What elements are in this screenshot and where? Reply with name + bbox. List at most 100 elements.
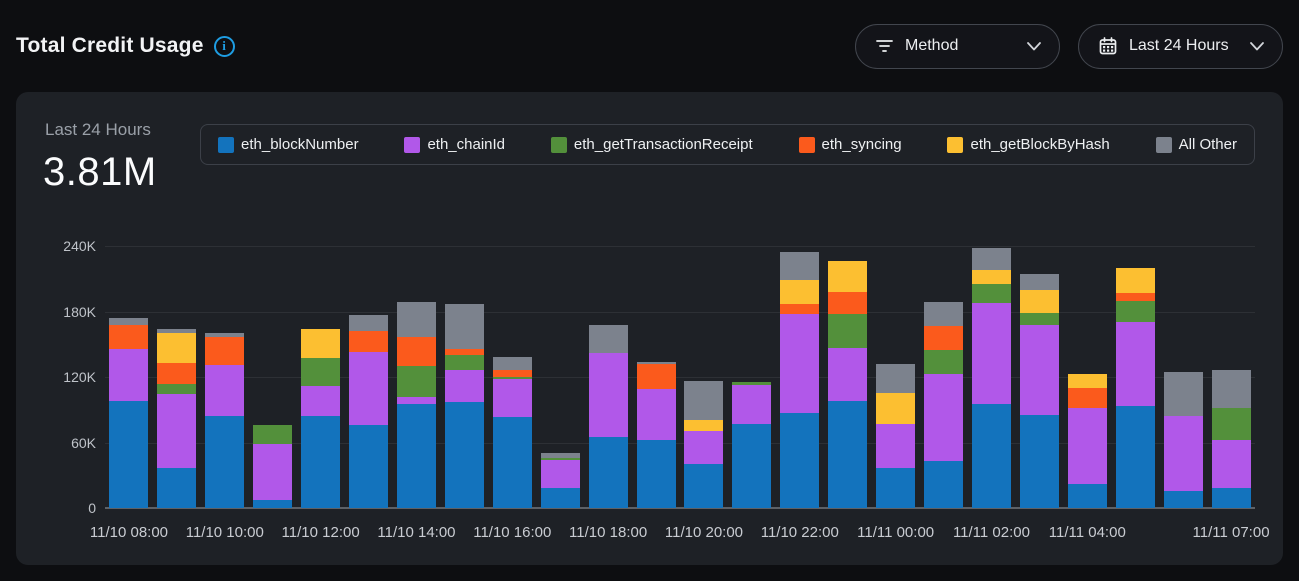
bar-11/10 14:00[interactable] xyxy=(396,301,436,508)
bar-segment-eth_getTransactionReceipt[interactable] xyxy=(253,425,293,444)
bar-segment-eth_getTransactionReceipt[interactable] xyxy=(540,457,580,460)
bar-segment-eth_syncing[interactable] xyxy=(924,325,964,350)
bar-segment-eth_syncing[interactable] xyxy=(1115,292,1155,301)
bar-segment-eth_blockNumber[interactable] xyxy=(780,413,820,508)
bar-11/11 00:00[interactable] xyxy=(876,363,916,508)
bar-segment-eth_getTransactionReceipt[interactable] xyxy=(301,358,341,386)
bar-segment-eth_blockNumber[interactable] xyxy=(828,401,868,508)
legend-item-All Other[interactable]: All Other xyxy=(1155,136,1237,153)
bar-segment-eth_blockNumber[interactable] xyxy=(540,488,580,508)
bar-segment-eth_getTransactionReceipt[interactable] xyxy=(1211,407,1251,441)
bar-segment-All Other[interactable] xyxy=(157,329,197,334)
bar-segment-All Other[interactable] xyxy=(876,363,916,394)
bar-segment-eth_getBlockByHash[interactable] xyxy=(780,279,820,304)
bar-segment-eth_getBlockByHash[interactable] xyxy=(828,261,868,292)
bar-segment-All Other[interactable] xyxy=(636,361,676,364)
bar-segment-eth_getTransactionReceipt[interactable] xyxy=(732,382,772,385)
bar-segment-eth_getBlockByHash[interactable] xyxy=(684,419,724,431)
bar-11/10 17:00[interactable] xyxy=(540,453,580,508)
bar-11/10 10:00[interactable] xyxy=(205,333,245,508)
bar-segment-All Other[interactable] xyxy=(1211,370,1251,408)
bar-segment-eth_syncing[interactable] xyxy=(109,324,149,349)
bar-segment-eth_syncing[interactable] xyxy=(396,336,436,367)
bar-11/10 09:00[interactable] xyxy=(157,329,197,508)
bar-segment-eth_chainId[interactable] xyxy=(492,379,532,418)
time-range-dropdown[interactable]: Last 24 Hours xyxy=(1078,23,1283,69)
bar-segment-eth_blockNumber[interactable] xyxy=(444,402,484,508)
bar-segment-eth_syncing[interactable] xyxy=(349,331,389,352)
bar-segment-eth_blockNumber[interactable] xyxy=(1211,488,1251,508)
bar-segment-eth_blockNumber[interactable] xyxy=(588,437,628,508)
bar-segment-All Other[interactable] xyxy=(924,301,964,326)
bar-11/11 05:00[interactable] xyxy=(1115,267,1155,508)
bar-segment-eth_blockNumber[interactable] xyxy=(1163,490,1203,508)
bar-segment-eth_getBlockByHash[interactable] xyxy=(876,393,916,424)
bar-11/10 21:00[interactable] xyxy=(732,382,772,508)
bar-segment-eth_chainId[interactable] xyxy=(924,373,964,462)
bar-segment-eth_chainId[interactable] xyxy=(444,370,484,403)
bar-segment-eth_chainId[interactable] xyxy=(636,389,676,441)
bar-11/11 07:00[interactable] xyxy=(1211,370,1251,508)
bar-segment-eth_blockNumber[interactable] xyxy=(301,416,341,508)
bar-11/10 20:00[interactable] xyxy=(684,381,724,508)
bar-segment-All Other[interactable] xyxy=(205,333,245,337)
bar-segment-eth_getTransactionReceipt[interactable] xyxy=(396,366,436,397)
bar-11/11 06:00[interactable] xyxy=(1163,371,1203,508)
bar-segment-eth_getTransactionReceipt[interactable] xyxy=(924,349,964,374)
bar-11/10 18:00[interactable] xyxy=(588,324,628,508)
bar-segment-eth_blockNumber[interactable] xyxy=(876,467,916,508)
bar-11/10 16:00[interactable] xyxy=(492,357,532,508)
bar-segment-eth_syncing[interactable] xyxy=(780,303,820,314)
bar-segment-eth_getTransactionReceipt[interactable] xyxy=(157,383,197,395)
bar-segment-eth_getBlockByHash[interactable] xyxy=(1067,373,1107,388)
bar-segment-eth_chainId[interactable] xyxy=(971,302,1011,405)
bar-segment-eth_getTransactionReceipt[interactable] xyxy=(971,284,1011,303)
bar-segment-eth_blockNumber[interactable] xyxy=(971,404,1011,508)
bar-segment-eth_blockNumber[interactable] xyxy=(205,416,245,508)
legend-item-eth_syncing[interactable]: eth_syncing xyxy=(798,136,902,153)
bar-segment-eth_syncing[interactable] xyxy=(828,291,868,314)
legend-item-eth_blockNumber[interactable]: eth_blockNumber xyxy=(218,136,359,153)
bar-segment-eth_chainId[interactable] xyxy=(780,313,820,414)
bar-segment-eth_chainId[interactable] xyxy=(1019,324,1059,416)
method-filter-dropdown[interactable]: Method xyxy=(855,23,1060,69)
bar-11/11 03:00[interactable] xyxy=(1019,274,1059,508)
bar-segment-eth_blockNumber[interactable] xyxy=(1115,406,1155,508)
bar-segment-eth_chainId[interactable] xyxy=(1163,416,1203,491)
bar-segment-eth_chainId[interactable] xyxy=(684,430,724,465)
bar-segment-All Other[interactable] xyxy=(540,453,580,458)
bar-segment-eth_blockNumber[interactable] xyxy=(924,461,964,508)
bar-segment-eth_getTransactionReceipt[interactable] xyxy=(492,377,532,380)
bar-segment-eth_syncing[interactable] xyxy=(157,362,197,384)
bar-segment-eth_syncing[interactable] xyxy=(444,348,484,356)
bar-segment-eth_chainId[interactable] xyxy=(349,351,389,426)
bar-segment-All Other[interactable] xyxy=(971,248,1011,271)
bar-segment-eth_getTransactionReceipt[interactable] xyxy=(444,355,484,371)
bar-segment-eth_chainId[interactable] xyxy=(1067,407,1107,484)
bar-11/10 23:00[interactable] xyxy=(828,261,868,508)
bar-segment-eth_chainId[interactable] xyxy=(732,384,772,424)
bar-11/11 01:00[interactable] xyxy=(924,301,964,508)
info-icon[interactable]: i xyxy=(213,35,235,57)
bar-segment-eth_chainId[interactable] xyxy=(1211,440,1251,489)
bar-segment-eth_chainId[interactable] xyxy=(205,365,245,417)
bar-11/10 19:00[interactable] xyxy=(636,361,676,508)
bar-11/10 12:00[interactable] xyxy=(301,329,341,508)
bar-11/10 15:00[interactable] xyxy=(444,303,484,508)
bar-segment-eth_getBlockByHash[interactable] xyxy=(301,329,341,359)
bar-segment-eth_getTransactionReceipt[interactable] xyxy=(828,313,868,348)
bar-segment-eth_blockNumber[interactable] xyxy=(684,464,724,508)
bar-segment-eth_syncing[interactable] xyxy=(636,363,676,390)
bar-segment-eth_getBlockByHash[interactable] xyxy=(1115,267,1155,293)
bar-segment-eth_getTransactionReceipt[interactable] xyxy=(1019,312,1059,325)
bar-segment-eth_chainId[interactable] xyxy=(876,423,916,468)
bar-segment-eth_syncing[interactable] xyxy=(1067,387,1107,408)
bar-segment-All Other[interactable] xyxy=(684,381,724,420)
bar-segment-All Other[interactable] xyxy=(588,324,628,353)
bar-11/10 08:00[interactable] xyxy=(109,318,149,508)
bar-segment-All Other[interactable] xyxy=(349,314,389,332)
bar-segment-eth_blockNumber[interactable] xyxy=(636,440,676,508)
bar-segment-All Other[interactable] xyxy=(444,303,484,349)
bar-11/10 22:00[interactable] xyxy=(780,251,820,508)
bar-11/10 11:00[interactable] xyxy=(253,425,293,508)
